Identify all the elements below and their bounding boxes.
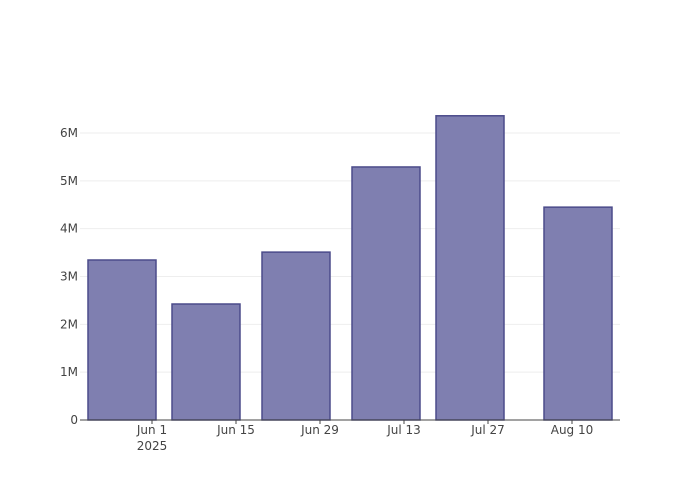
y-tick-label: 4M <box>60 222 78 236</box>
bar <box>87 259 157 421</box>
bar <box>351 166 421 421</box>
y-tick-label: 3M <box>60 270 78 284</box>
bar <box>171 303 241 421</box>
x-tick-label: Aug 10 <box>551 423 594 437</box>
bar <box>543 206 613 421</box>
y-tick-label: 5M <box>60 174 78 188</box>
x-tick-label: Jun 1 2025 <box>136 423 167 453</box>
y-tick-label: 6M <box>60 126 78 140</box>
bar <box>261 251 331 421</box>
x-tick-label: Jun 29 <box>300 423 339 437</box>
y-tick-label: 1M <box>60 365 78 379</box>
y-tick-label: 2M <box>60 317 78 331</box>
x-tick-label: Jul 27 <box>470 423 505 437</box>
y-tick-label: 0 <box>70 413 78 427</box>
bar <box>435 115 505 421</box>
x-tick-label: Jun 15 <box>216 423 255 437</box>
x-tick-label: Jul 13 <box>386 423 421 437</box>
